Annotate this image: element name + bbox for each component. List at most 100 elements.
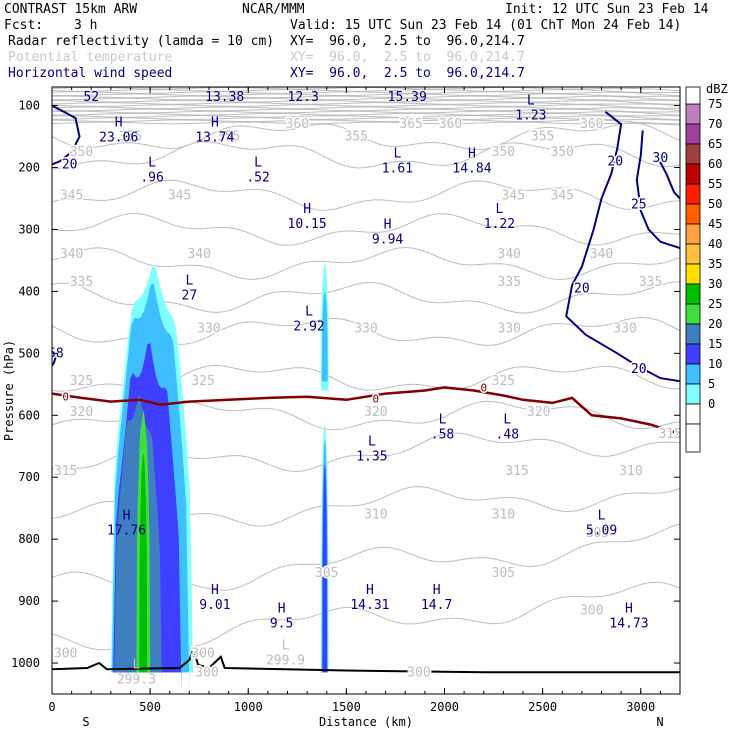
colorbar-tick-label: 5	[708, 377, 715, 391]
y-tick-label: 900	[18, 594, 40, 608]
wind-contour-label: 20	[62, 157, 78, 172]
wind-contour-30-right	[655, 154, 680, 200]
wind-extremum-L: L.48	[496, 413, 519, 443]
colorbar-swatch	[685, 403, 701, 425]
wind-extremum-letter: L	[185, 273, 193, 288]
colorbar-tick-label: 75	[708, 97, 722, 111]
colorbar-tick-label: 15	[708, 337, 722, 351]
theta-contour-top	[52, 108, 680, 113]
wind-contour-label: 20	[607, 154, 623, 169]
theta-contour-label: 355	[119, 130, 142, 145]
theta-extremum-value: 299.9	[266, 654, 305, 669]
theta-contour-top	[52, 106, 680, 111]
freezing-level	[52, 386, 680, 436]
fcst-label: Fcst:	[4, 18, 44, 33]
field-reflectivity: Radar reflectivity (lamda = 10 cm)	[8, 34, 275, 49]
colorbar-swatch	[685, 283, 701, 305]
wind-extremum-L: L1.61	[382, 146, 413, 176]
theta-contour-top	[52, 115, 680, 121]
fcst-value: 3 h	[74, 18, 98, 33]
wind-extremum-letter: L	[254, 156, 262, 171]
wind-extremum-value: 52	[83, 90, 99, 105]
axes: 0 500 1000 1500 2000 2500 30001002003004005006…	[2, 87, 680, 729]
theta-contour-top	[52, 110, 680, 116]
wind-extremum-L: L1.23	[515, 94, 546, 124]
wind-extremum-value: 9.94	[372, 233, 403, 248]
wind-extremum-value: .52	[246, 171, 269, 186]
wind-contour-20-right	[565, 111, 680, 383]
theta-contour-label: 305	[315, 566, 338, 581]
theta-contour-label: 330	[354, 322, 377, 337]
wind-extremum-value: 23.06	[99, 130, 138, 145]
y-tick-label: 100	[18, 99, 40, 113]
theta-contour-label: 300	[580, 603, 603, 618]
wind-extremum-value: 17.76	[107, 524, 146, 539]
theta-contour-label: 335	[639, 275, 662, 290]
theta-contour-label: 305	[492, 566, 515, 581]
colorbar-tick-label: 60	[708, 157, 722, 171]
wind-extremum-value: 5.09	[586, 524, 617, 539]
colorbar-swatch	[685, 123, 701, 145]
wind-extremum-letter: H	[433, 583, 441, 598]
wind-extremum-L: L52	[83, 87, 99, 105]
wind-extremum-value: 1.22	[484, 217, 515, 232]
wind-extremum-H: H13.74	[195, 115, 234, 145]
colorbar-swatch	[685, 323, 701, 345]
field-theta-xy: XY= 96.0, 2.5 to 96.0,214.7	[290, 50, 525, 65]
wind-extremum-value: 9.5	[270, 617, 293, 632]
wind-extremum-value: 1.61	[382, 161, 413, 176]
wind-extremum-H: H17.76	[107, 509, 146, 539]
wind-extremum-H: H12.3	[288, 75, 319, 105]
wind-extremum-letter: L	[368, 434, 376, 449]
theta-contour-label: 360	[580, 117, 603, 132]
wind-extremum-H: H9.5	[270, 602, 293, 632]
y-tick-label: 700	[18, 470, 40, 484]
colorbar-title: dBZ	[706, 82, 728, 96]
x-axis-title: Distance (km)	[319, 715, 413, 729]
wind-extremum-letter: H	[625, 602, 633, 617]
theta-contour-top	[52, 93, 680, 97]
colorbar-tick-label: 65	[708, 137, 722, 151]
wind-extremum-letter: L	[393, 146, 401, 161]
field-theta: Potential temperature	[8, 50, 173, 65]
wind-extremum-L: L.58	[431, 413, 454, 443]
wind-extremum-H: H14.84	[452, 146, 491, 176]
wind-extremum-value: .48	[496, 428, 519, 443]
theta-contour-label: 350	[551, 145, 574, 160]
theta-contour-label: 305	[586, 526, 609, 541]
wind-contour-label: 25	[631, 198, 647, 213]
y-tick-label: 500	[18, 346, 40, 360]
wind-contour-label: 20	[631, 362, 647, 377]
theta-contour-top	[52, 97, 680, 102]
theta-contour-label: 325	[70, 374, 93, 389]
colorbar-swatch	[685, 163, 701, 185]
theta-contour-label: 355	[344, 130, 367, 145]
wind-extremum-letter: H	[403, 75, 411, 90]
colorbar-tick-label: 0	[708, 397, 715, 411]
wind-extremum-H: H9.01	[199, 583, 230, 613]
wind-extremum-value: .96	[140, 171, 163, 186]
wind-extremum-H: H14.7	[421, 583, 452, 613]
theta-contour-label: 335	[498, 275, 521, 290]
theta-contour-label: 345	[551, 188, 574, 203]
wind-extremum-letter: L	[439, 413, 447, 428]
wind-extremum-value: 27	[182, 288, 198, 303]
theta-contour-label: 345	[168, 188, 191, 203]
wind-extremum-value: 14.31	[350, 598, 389, 613]
y-tick-label: 1000	[11, 656, 40, 670]
wind-extremum-value: 14.84	[452, 161, 491, 176]
reflectivity-shading	[110, 263, 329, 691]
theta-contour-label: 340	[60, 247, 83, 262]
wind-extremum-letter: L	[503, 413, 511, 428]
wind-extremum-letter: H	[299, 75, 307, 90]
wind-extremum-letter: L	[527, 94, 535, 109]
colorbar-swatch	[685, 223, 701, 245]
theta-contour-label: 340	[590, 247, 613, 262]
y-tick-label: 800	[18, 532, 40, 546]
theta-contour-top	[52, 102, 680, 106]
wind-contour-20-left	[52, 104, 81, 166]
colorbar-tick-label: 30	[708, 277, 722, 291]
x-tick-label: 2000	[430, 700, 459, 714]
freezing-level-label: 0	[480, 381, 487, 394]
